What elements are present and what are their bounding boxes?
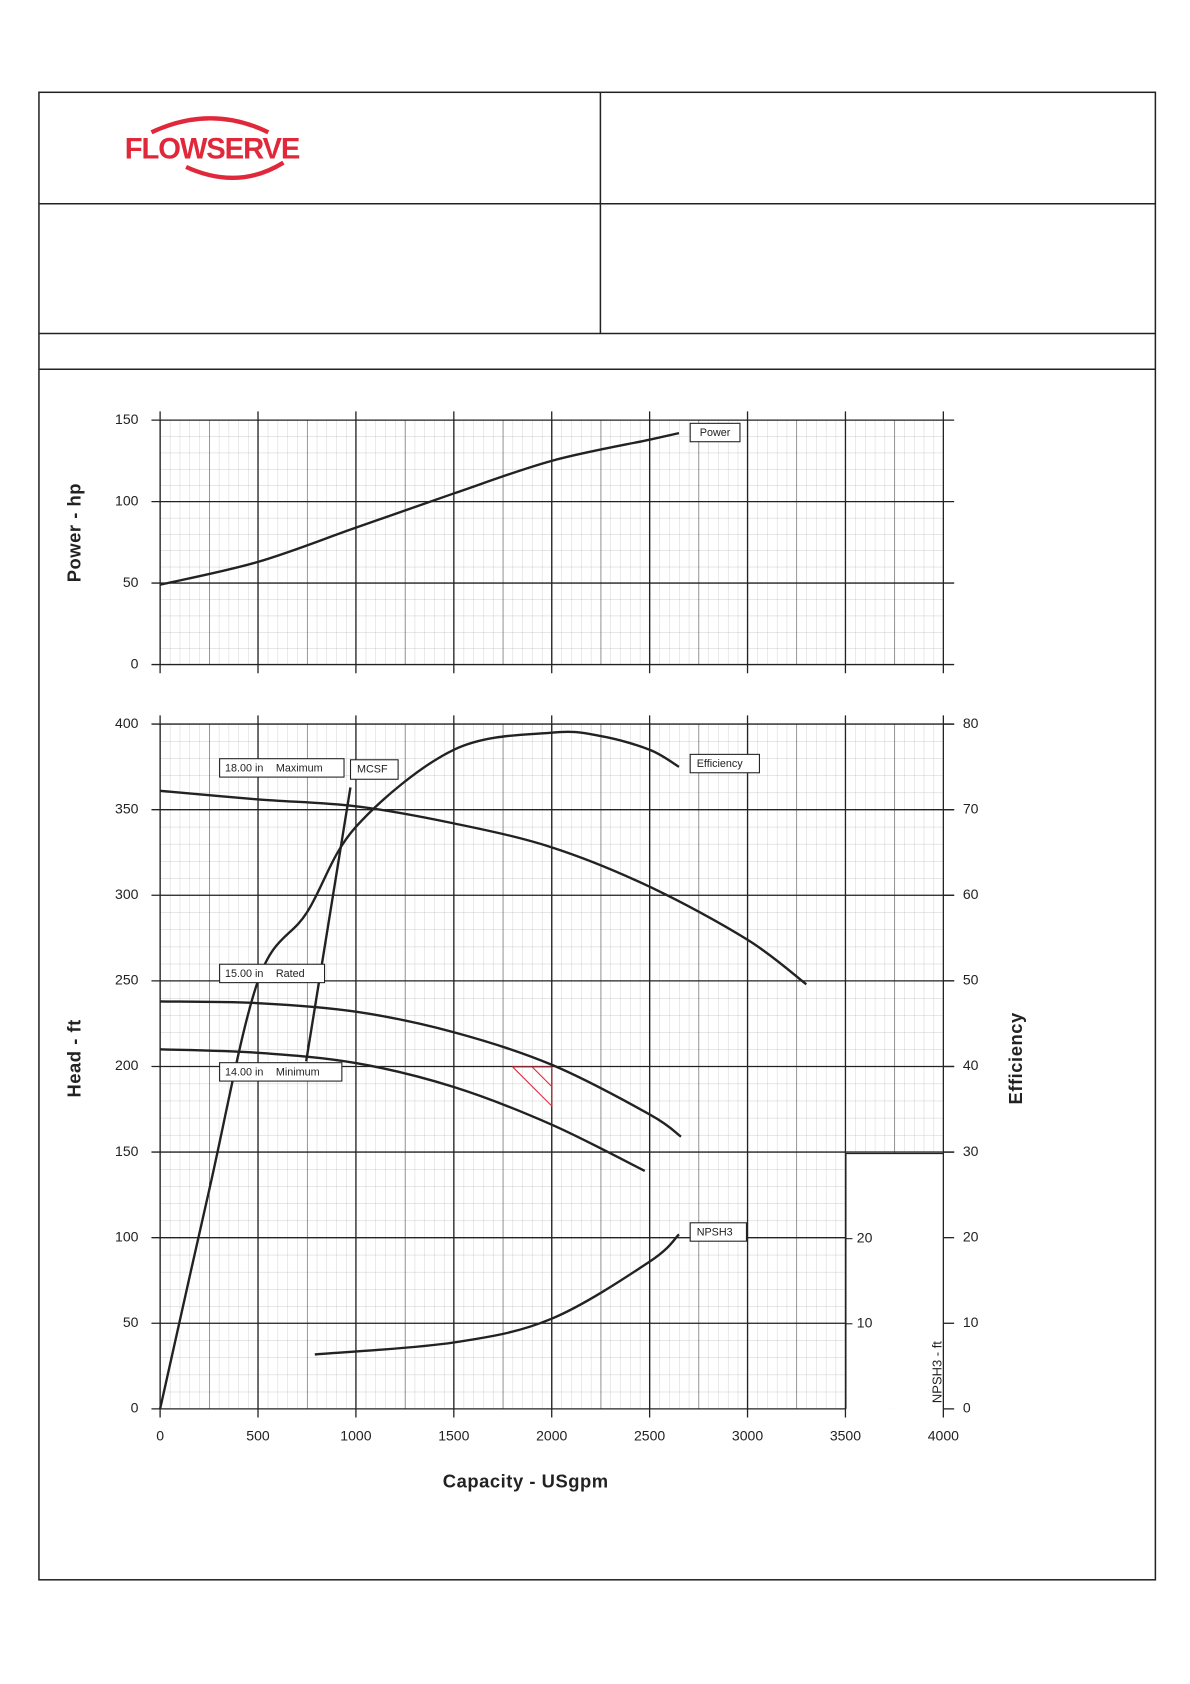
y-tick-label: 200 (115, 1057, 139, 1073)
series-label: Maximum (276, 762, 323, 774)
x-tick-label: 2000 (536, 1428, 567, 1444)
y-axis-title: Head - ft (64, 1019, 85, 1097)
series-label: Power (700, 427, 731, 439)
y-tick-label: 0 (131, 1400, 139, 1416)
y-tick-label: 150 (115, 1143, 139, 1159)
y-tick-label: 100 (115, 492, 139, 508)
series-label: NPSH3 (697, 1226, 733, 1238)
series-label: Rated (276, 968, 305, 980)
x-tick-label: 500 (246, 1428, 270, 1444)
label-box (689, 422, 741, 443)
y-tick-label: 400 (115, 715, 139, 731)
y-tick-label: 50 (123, 574, 139, 590)
curve (159, 431, 680, 586)
curve (160, 1048, 646, 1172)
series-diameter: 18.00 in (225, 762, 263, 774)
label-box (219, 1062, 343, 1082)
y2-tick-label: 70 (963, 800, 979, 816)
y2-tick-label: 50 (963, 972, 979, 988)
npsh-panel (845, 1153, 944, 1409)
y3-tick-label: 20 (857, 1229, 873, 1245)
x-tick-label: 0 (156, 1428, 164, 1444)
page-frame (38, 91, 1157, 1581)
y-tick-label: 250 (115, 972, 139, 988)
y2-tick-label: 80 (963, 715, 979, 731)
y-tick-label: 0 (131, 655, 139, 671)
y-tick-label: 350 (115, 800, 139, 816)
y-axis-title: Power - hp (64, 483, 85, 582)
curve-labels: Power Efficiency NPSH3 MCSF 18.00 in Max… (219, 422, 760, 1242)
label-box (219, 963, 326, 984)
x-tick-label: 3000 (732, 1428, 763, 1444)
x-tick-label: 3500 (830, 1428, 861, 1444)
label-box (349, 759, 399, 780)
curve (158, 730, 680, 1410)
series-diameter: 15.00 in (225, 968, 263, 980)
y2-tick-label: 60 (963, 886, 979, 902)
bep-marker (511, 1066, 553, 1108)
y3-tick-label: 10 (857, 1314, 873, 1330)
x-tick-label: 4000 (928, 1428, 959, 1444)
y2-tick-label: 40 (963, 1057, 979, 1073)
series-label: MCSF (357, 763, 388, 775)
label-box (689, 753, 760, 774)
series-label: Minimum (276, 1066, 320, 1078)
label-box (219, 758, 345, 778)
x-tick-label: 2500 (634, 1428, 665, 1444)
y2-axis-title: Efficiency (1005, 1012, 1026, 1104)
y-tick-label: 150 (115, 411, 139, 427)
y2-tick-label: 0 (963, 1400, 971, 1416)
y2-tick-label: 30 (963, 1143, 979, 1159)
y3-axis-title: NPSH3 - ft (929, 1341, 944, 1403)
y2-tick-label: 10 (963, 1314, 979, 1330)
series-label: Efficiency (697, 758, 744, 770)
logo: FLOWSERVE (125, 116, 301, 181)
curve (160, 1000, 682, 1138)
series-diameter: 14.00 in (225, 1066, 263, 1078)
y2-tick-label: 20 (963, 1228, 979, 1244)
logo-text: FLOWSERVE (125, 133, 300, 165)
label-box (689, 1222, 747, 1242)
curve (305, 787, 352, 1062)
x-tick-label: 1500 (438, 1428, 469, 1444)
y-tick-label: 300 (115, 886, 139, 902)
curves (158, 431, 807, 1410)
y-tick-label: 100 (115, 1228, 139, 1244)
curve (314, 1233, 680, 1356)
x-tick-label: 1000 (340, 1428, 371, 1444)
curve (160, 789, 807, 986)
y-tick-label: 50 (123, 1314, 139, 1330)
x-axis-title: Capacity - USgpm (443, 1470, 609, 1491)
